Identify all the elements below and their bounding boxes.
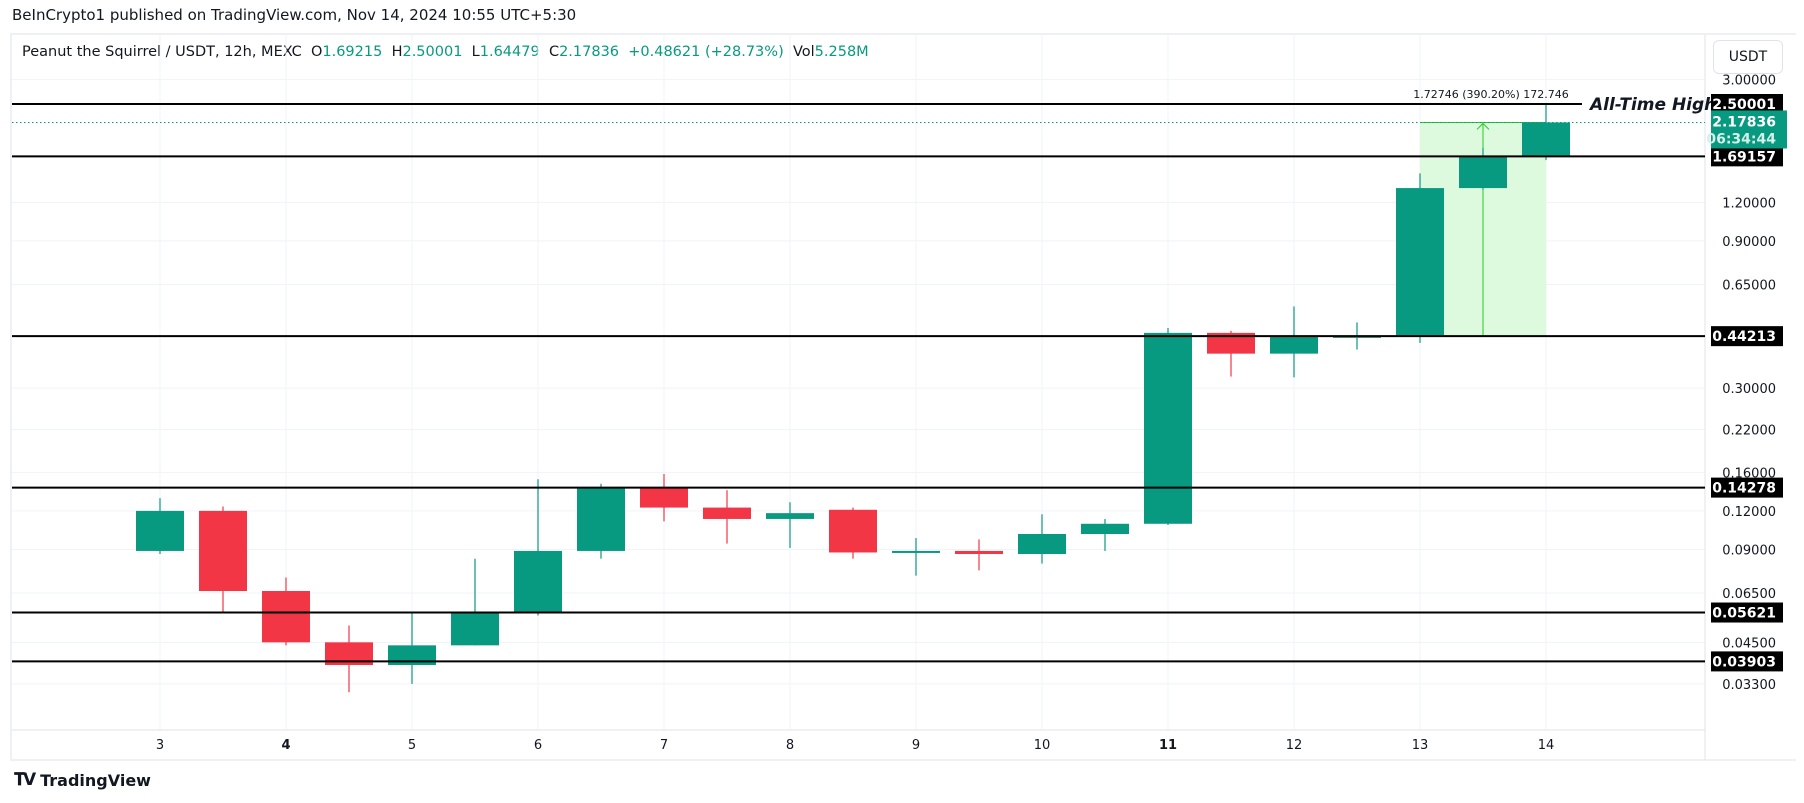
candle-body [829, 509, 877, 553]
level-price-tag [1711, 326, 1783, 347]
close-value: 2.17836 [559, 44, 620, 60]
time-axis-tick-label: 4 [281, 738, 290, 753]
candle-body [577, 488, 625, 551]
candle-body [199, 510, 247, 592]
price-axis-tick-label: 0.22000 [1722, 424, 1776, 439]
level-price-tag-label: 0.03903 [1712, 654, 1776, 670]
candle-body [325, 642, 373, 665]
level-price-tag [1711, 146, 1783, 167]
time-axis-tick-label: 7 [660, 738, 668, 753]
candle-body [1459, 156, 1507, 189]
candle-body [136, 510, 184, 551]
last-price-tag [1711, 110, 1787, 149]
measure-label: 1.72746 (390.20%) 172.746 [1413, 88, 1569, 101]
price-axis-tick-label: 1.20000 [1722, 196, 1776, 211]
price-axis-tick-label: 0.09000 [1722, 543, 1776, 558]
time-axis-tick-label: 9 [912, 738, 920, 753]
candle-body [955, 550, 1003, 554]
low-label: L [471, 44, 480, 60]
price-axis-tick-label: 0.06500 [1722, 587, 1776, 602]
price-axis-tick-label: 0.12000 [1722, 505, 1776, 520]
close-label: C [548, 44, 560, 60]
price-axis-tick-label: 0.65000 [1722, 279, 1776, 294]
candle-body [514, 550, 562, 614]
price-axis-tick-label: 0.16000 [1722, 466, 1776, 481]
high-label: H [391, 44, 403, 60]
candle-body [451, 613, 499, 646]
volume-value: 5.258M [814, 44, 869, 60]
open-label: O [310, 44, 323, 60]
candle-body [1522, 122, 1570, 157]
candle-body [388, 645, 436, 665]
price-axis-tick-label: 0.90000 [1722, 235, 1776, 250]
time-axis-tick-label: 14 [1538, 738, 1555, 753]
price-axis-tick-label: 3.00000 [1722, 74, 1776, 89]
change-value: +0.48621 (+28.73%) [628, 44, 784, 60]
tradingview-logo-icon: 𝐓V [14, 770, 36, 790]
level-price-tag [1711, 602, 1783, 623]
level-price-tag [1711, 651, 1783, 672]
candle-body [1207, 332, 1255, 354]
tradingview-wordmark: TradingView [40, 770, 151, 790]
time-axis-tick-label: 3 [156, 738, 164, 753]
candle-body [262, 591, 310, 643]
time-axis-tick-label: 12 [1286, 738, 1303, 753]
level-price-tag-label: 1.69157 [1712, 149, 1776, 165]
footer-branding: 𝐓V TradingView [14, 770, 151, 790]
level-price-tag-label: 0.44213 [1712, 329, 1776, 345]
currency-unit-button[interactable]: USDT [1713, 40, 1783, 74]
open-value: 1.69215 [322, 44, 383, 60]
measure-arrow-head-icon [1476, 122, 1490, 130]
level-price-tag-label: 0.05621 [1712, 606, 1776, 622]
bar-countdown: 06:34:44 [1706, 131, 1776, 147]
published-caption: BeInCrypto1 published on TradingView.com… [12, 6, 577, 24]
price-axis-tick-label: 0.04500 [1722, 636, 1776, 651]
level-price-tag [1711, 477, 1783, 498]
candle-body [892, 550, 940, 553]
high-value: 2.50001 [402, 44, 463, 60]
candle-body [703, 507, 751, 519]
candle-body [766, 513, 814, 519]
level-price-tag-label: 2.50001 [1712, 97, 1776, 113]
time-axis-tick-label: 5 [408, 738, 416, 753]
candle-body [640, 488, 688, 508]
low-value: 1.64479 [479, 44, 540, 60]
time-axis-tick-label: 8 [786, 738, 794, 753]
symbol-legend: Peanut the Squirrel / USDT, 12h, MEXC O1… [22, 44, 869, 60]
time-axis-tick-label: 11 [1159, 738, 1177, 753]
candle-body [1018, 533, 1066, 554]
time-axis-tick-label: 6 [534, 738, 542, 753]
time-axis-tick-label: 10 [1034, 738, 1051, 753]
chart-frame [10, 33, 1796, 761]
candle-body [1270, 336, 1318, 354]
candle-body [1396, 188, 1444, 337]
level-price-tag-label: 0.14278 [1712, 481, 1776, 497]
time-axis-tick-label: 13 [1412, 738, 1429, 753]
price-axis-tick-label: 0.03300 [1722, 678, 1776, 693]
candle-body [1144, 332, 1192, 524]
candle-body [1081, 523, 1129, 534]
symbol-title[interactable]: Peanut the Squirrel / USDT, 12h, MEXC [22, 44, 302, 60]
price-axis-tick-label: 0.30000 [1722, 382, 1776, 397]
level-price-tag [1711, 94, 1783, 114]
volume-label: Vol [792, 44, 815, 60]
all-time-high-annotation: All-Time High - [1588, 95, 1729, 115]
last-price-value: 2.17836 [1712, 114, 1776, 130]
